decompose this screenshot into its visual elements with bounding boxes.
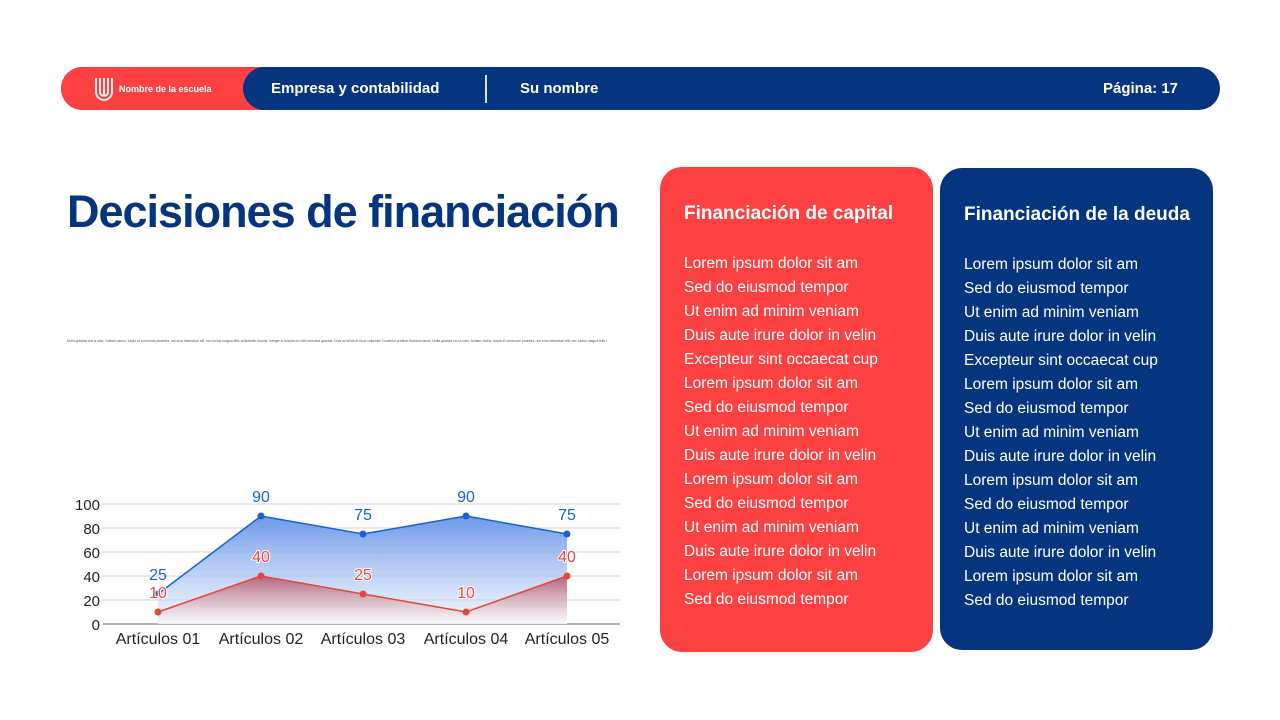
list-item: Ut enim ad minim veniam (684, 519, 859, 536)
page-title: Decisiones de financiación (67, 186, 620, 237)
list-item: Ut enim ad minim veniam (964, 424, 1139, 441)
list-item: Excepteur sint occaecat cup (964, 352, 1158, 369)
data-label: 25 (354, 567, 372, 584)
list-item: Duis aute irure dolor in velin (964, 448, 1157, 465)
school-logo-icon (95, 78, 113, 101)
list-item: Duis aute irure dolor in velin (964, 544, 1157, 561)
list-item: Lorem ipsum dolor sit am (964, 472, 1139, 489)
y-tick-label: 20 (83, 593, 100, 610)
card-debt-financing: Financiación de la deuda Lorem ipsum dolo… (940, 168, 1213, 650)
list-item: Duis aute irure dolor in velin (964, 328, 1157, 345)
list-item: Lorem ipsum dolor sit am (964, 256, 1139, 273)
header-divider (485, 75, 487, 103)
data-label: 10 (457, 585, 475, 602)
list-item: Ut enim ad minim veniam (684, 423, 859, 440)
data-point (154, 590, 162, 598)
data-point (563, 530, 571, 538)
header-school-section (61, 67, 261, 110)
school-name: Nombre de la escuela (119, 84, 212, 94)
list-item: Excepteur sint occaecat cup (684, 351, 878, 368)
list-item: Lorem ipsum dolor sit am (684, 375, 859, 392)
data-point (359, 530, 367, 538)
y-tick-label: 100 (75, 497, 100, 514)
list-item: Sed do eiusmod tempor (964, 280, 1129, 297)
list-item: Duis aute irure dolor in velin (684, 543, 877, 560)
list-item: Sed do eiusmod tempor (684, 399, 849, 416)
y-tick-label: 0 (92, 617, 100, 634)
x-tick-label: Artículos 01 (116, 631, 201, 648)
list-item: Ut enim ad minim veniam (684, 303, 859, 320)
list-item: Sed do eiusmod tempor (964, 400, 1129, 417)
data-label: 75 (558, 507, 576, 524)
list-item: Sed do eiusmod tempor (684, 279, 849, 296)
data-point (359, 590, 367, 598)
data-label: 90 (252, 489, 270, 506)
x-tick-label: Artículos 05 (525, 631, 610, 648)
card-title: Financiación de capital (684, 203, 894, 224)
subject-label: Empresa y contabilidad (271, 80, 440, 97)
list-item: Sed do eiusmod tempor (684, 591, 849, 608)
page-number: Página: 17 (1103, 80, 1179, 97)
author-name: Su nombre (520, 80, 599, 97)
data-label: 75 (354, 507, 372, 524)
list-item: Duis aute irure dolor in velin (684, 447, 877, 464)
list-item: Lorem ipsum dolor sit am (684, 255, 859, 272)
card-title: Financiación de la deuda (964, 204, 1190, 225)
data-point (257, 572, 265, 580)
list-item: Sed do eiusmod tempor (964, 592, 1129, 609)
data-label: 90 (457, 489, 475, 506)
list-item: Ut enim ad minim veniam (964, 520, 1139, 537)
y-tick-label: 80 (83, 521, 100, 538)
y-tick-label: 40 (83, 569, 100, 586)
list-item: Lorem ipsum dolor sit am (964, 376, 1139, 393)
x-tick-label: Artículos 02 (219, 631, 304, 648)
list-item: Lorem ipsum dolor sit am (684, 471, 859, 488)
list-item: Lorem ipsum dolor sit am (964, 568, 1139, 585)
data-label: 25 (149, 567, 167, 584)
card-equity-financing: Financiación de capital Lorem ipsum dolor… (660, 167, 933, 652)
data-point (257, 512, 265, 520)
data-point (462, 608, 470, 616)
data-point (154, 608, 162, 616)
x-tick-label: Artículos 03 (321, 631, 406, 648)
list-item: Sed do eiusmod tempor (684, 495, 849, 512)
data-point (462, 512, 470, 520)
x-tick-label: Artículos 04 (424, 631, 509, 648)
data-label: 40 (252, 549, 270, 566)
body-text: Nulla gravida orci a odio. Nullam varius… (67, 339, 607, 343)
data-label: 10 (149, 585, 167, 602)
list-item: Duis aute irure dolor in velin (684, 327, 877, 344)
list-item: Ut enim ad minim veniam (964, 304, 1139, 321)
y-tick-label: 60 (83, 545, 100, 562)
data-label: 40 (558, 549, 576, 566)
list-item: Lorem ipsum dolor sit am (684, 567, 859, 584)
data-point (563, 572, 571, 580)
list-item: Sed do eiusmod tempor (964, 496, 1129, 513)
